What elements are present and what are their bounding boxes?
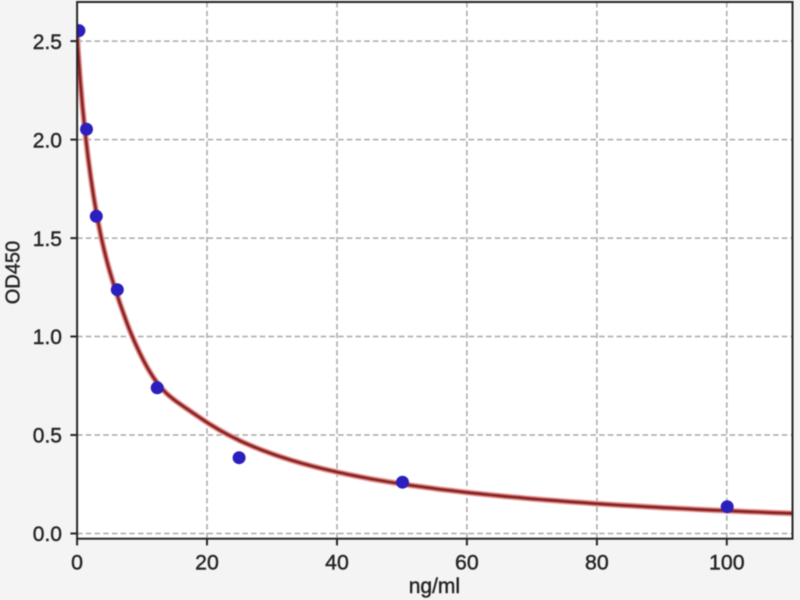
- svg-text:0.0: 0.0: [33, 523, 62, 546]
- svg-text:40: 40: [325, 551, 349, 575]
- svg-text:60: 60: [455, 551, 479, 575]
- svg-text:ng/ml: ng/ml: [409, 575, 460, 598]
- svg-text:2.0: 2.0: [33, 129, 62, 152]
- svg-text:2.5: 2.5: [33, 31, 62, 54]
- svg-text:80: 80: [585, 551, 609, 575]
- svg-text:100: 100: [709, 551, 745, 575]
- svg-text:1.0: 1.0: [33, 326, 62, 349]
- svg-text:OD450: OD450: [3, 241, 25, 304]
- svg-text:0: 0: [71, 551, 83, 575]
- svg-text:20: 20: [195, 551, 219, 575]
- svg-text:0.5: 0.5: [33, 425, 62, 448]
- svg-text:1.5: 1.5: [33, 228, 62, 251]
